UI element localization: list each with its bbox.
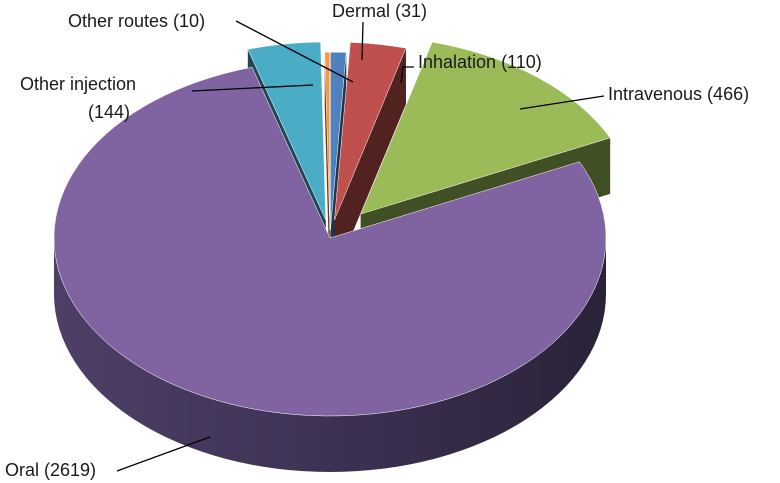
pie-slice-wall (54, 238, 606, 472)
leader-line (116, 436, 211, 472)
pie-labels: Dermal (31) Inhalation (110) Intravenous (… (5, 1, 749, 480)
slice-label-other-injection: Other injection (20, 74, 136, 94)
slice-label-inhalation: Inhalation (110) (418, 52, 542, 72)
slice-label-oral: Oral (2619) (5, 460, 96, 480)
slice-label-other-routes: Other routes (10) (68, 11, 205, 31)
pie-slice-oral (53, 66, 607, 417)
pie-slice-intravenous (360, 41, 611, 215)
pie-slice-side (324, 52, 330, 287)
slice-label-other-injection: (144) (88, 102, 130, 122)
pie-slice-dermal (330, 51, 347, 231)
leader-line (191, 84, 314, 92)
leader-line (361, 21, 364, 61)
pie-slice-inhalation (334, 42, 407, 221)
leader-line (519, 95, 605, 110)
pie-leader-lines (116, 20, 605, 472)
leader-line (400, 66, 414, 84)
pie-slice-side (330, 52, 347, 287)
pie-slice-other-injection (247, 41, 326, 221)
slice-label-dermal: Dermal (31) (332, 1, 427, 21)
pie-slice-side (334, 48, 406, 277)
slice-label-intravenous: Intravenous (466) (608, 84, 749, 104)
leader-line (235, 20, 354, 83)
pie-slice-other-routes (324, 51, 331, 231)
pie-tops (53, 41, 611, 417)
